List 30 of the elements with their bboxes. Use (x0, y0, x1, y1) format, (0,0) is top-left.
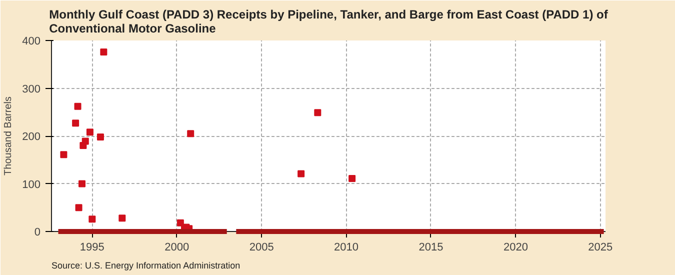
point (78, 180, 86, 188)
x-tick-label: 1995 (80, 242, 104, 254)
y-tick-label: 200 (22, 131, 41, 143)
x-tick-label: 2010 (334, 242, 359, 254)
point (187, 130, 194, 138)
point (88, 216, 96, 223)
point (100, 48, 108, 56)
point (118, 214, 126, 222)
x-tick-label: 2015 (418, 242, 444, 254)
point (298, 170, 305, 178)
point (74, 102, 82, 110)
y-tick-label: 400 (22, 36, 41, 48)
point (60, 151, 68, 158)
point (96, 133, 104, 140)
x-tick-label: 2020 (503, 242, 528, 254)
y-axis-title: Thousand Barrels (3, 96, 14, 176)
x-tick-label: 2025 (588, 242, 613, 254)
chart-title: Monthly Gulf Coast (PADD 3) Receipts by Pipeline, Tanker, and Barge from East Coast (PADD 1) of Conventional Motor Gasoline (49, 8, 609, 36)
source-note: Source: U.S. Energy Information Administration (52, 260, 240, 270)
y-tick-label: 0 (34, 226, 41, 238)
y-tick-label: 300 (22, 83, 41, 96)
point (72, 120, 80, 127)
point (75, 204, 82, 212)
y-tick-label: 100 (22, 178, 41, 191)
point (314, 109, 322, 116)
point (348, 174, 356, 182)
x-tick-label: 2005 (249, 242, 274, 254)
point (82, 138, 89, 145)
x-tick-label: 2000 (164, 242, 190, 254)
point (86, 128, 94, 136)
